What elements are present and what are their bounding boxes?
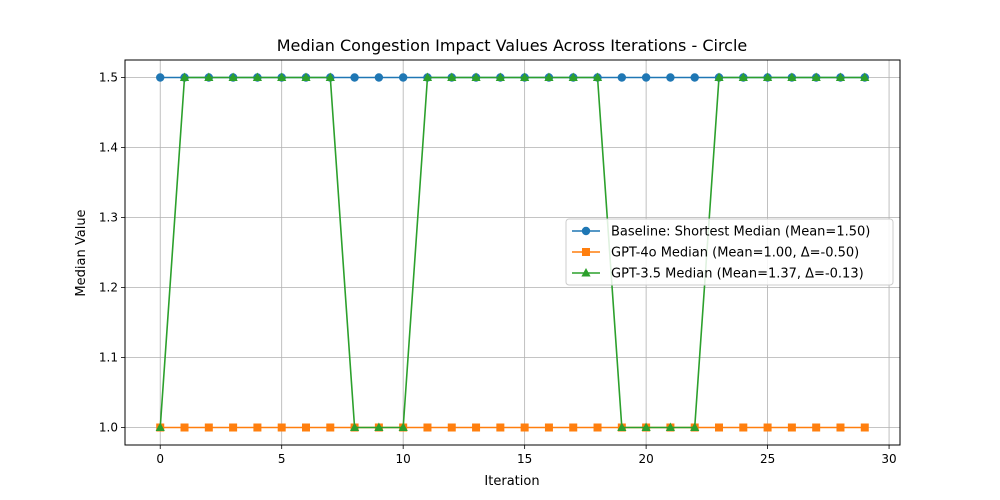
data-point <box>155 422 165 431</box>
data-point <box>326 423 335 432</box>
data-point <box>592 72 603 81</box>
data-point <box>325 72 335 81</box>
data-point <box>447 423 456 432</box>
data-point <box>860 423 869 432</box>
data-point <box>301 72 311 81</box>
data-point <box>860 72 870 81</box>
y-tick-label: 1.4 <box>99 141 118 155</box>
data-point <box>787 423 796 432</box>
legend-item: GPT-3.5 Median (Mean=1.37, Δ=-0.13) <box>572 267 864 282</box>
data-point <box>398 422 408 431</box>
legend-item: GPT-4o Median (Mean=1.00, Δ=-0.50) <box>572 246 859 261</box>
data-point <box>836 423 845 432</box>
data-point <box>593 423 602 432</box>
data-point <box>422 72 433 81</box>
data-point <box>349 422 360 431</box>
data-point <box>277 423 286 432</box>
axis-ticks: 0 5 10 15 20 25 30 1.0 1.1 1.2 1.3 1.4 1.5 <box>99 71 897 467</box>
data-point <box>763 423 772 432</box>
data-point <box>374 422 384 431</box>
legend: Baseline: Shortest Median (Mean=1.50) GPT… <box>565 218 894 286</box>
data-point <box>253 423 262 432</box>
x-tick-label: 10 <box>396 452 411 466</box>
data-point <box>179 72 190 81</box>
x-tick-label: 0 <box>156 452 164 466</box>
data-point <box>374 73 384 82</box>
data-point <box>714 72 724 81</box>
y-axis-label: Median Value <box>74 209 89 296</box>
y-tick-label: 1.2 <box>99 281 118 295</box>
data-point <box>229 423 238 432</box>
y-tick-label: 1.3 <box>99 211 118 225</box>
data-point <box>641 422 651 431</box>
legend-box <box>565 218 894 286</box>
data-point <box>787 72 797 81</box>
data-point <box>252 72 263 81</box>
series-layer <box>155 72 870 432</box>
data-point <box>228 72 238 81</box>
data-point <box>180 423 189 432</box>
data-point <box>665 422 676 431</box>
data-point <box>617 422 627 431</box>
data-point <box>568 72 578 81</box>
x-tick-label: 20 <box>638 452 653 466</box>
x-axis-label: Iteration <box>484 474 539 489</box>
data-point <box>301 423 310 432</box>
data-point <box>690 73 699 82</box>
data-point <box>204 72 214 81</box>
series-line-2 <box>159 76 865 429</box>
legend-marker <box>582 248 590 256</box>
data-point <box>738 72 748 81</box>
y-tick-label: 1.1 <box>99 351 118 365</box>
data-point <box>350 73 359 82</box>
data-point <box>811 72 821 81</box>
data-point <box>471 72 481 81</box>
legend-label: GPT-4o Median (Mean=1.00, Δ=-0.50) <box>611 246 859 261</box>
plot-frame <box>124 59 901 446</box>
data-point <box>762 72 773 81</box>
legend-item: Baseline: Shortest Median (Mean=1.50) <box>572 225 870 240</box>
chart-title: Median Congestion Impact Values Across I… <box>277 36 748 55</box>
data-point <box>520 423 529 432</box>
y-tick-label: 1.5 <box>99 71 118 85</box>
data-point <box>520 72 530 81</box>
legend-label: Baseline: Shortest Median (Mean=1.50) <box>611 225 870 240</box>
data-point <box>690 422 700 431</box>
data-point <box>666 73 675 82</box>
data-point <box>496 423 505 432</box>
data-point <box>617 73 627 82</box>
data-point <box>544 72 554 81</box>
data-point <box>472 423 481 432</box>
series-2 <box>155 72 870 431</box>
x-tick-label: 25 <box>760 452 775 466</box>
data-point <box>204 423 213 432</box>
data-point <box>277 72 287 81</box>
data-point <box>423 423 432 432</box>
data-point <box>156 73 165 82</box>
data-point <box>835 72 846 81</box>
data-point <box>641 73 651 82</box>
data-point <box>715 423 724 432</box>
y-tick-label: 1.0 <box>99 421 118 435</box>
x-tick-label: 30 <box>881 452 896 466</box>
legend-marker <box>581 226 591 236</box>
data-point <box>812 423 821 432</box>
data-point <box>569 423 578 432</box>
data-point <box>739 423 748 432</box>
legend-label: GPT-3.5 Median (Mean=1.37, Δ=-0.13) <box>611 267 864 282</box>
data-point <box>447 72 457 81</box>
legend-marker <box>581 268 591 277</box>
x-tick-label: 15 <box>517 452 532 466</box>
data-point <box>495 72 505 81</box>
data-point <box>398 73 408 82</box>
x-tick-label: 5 <box>278 452 286 466</box>
data-point <box>544 423 553 432</box>
